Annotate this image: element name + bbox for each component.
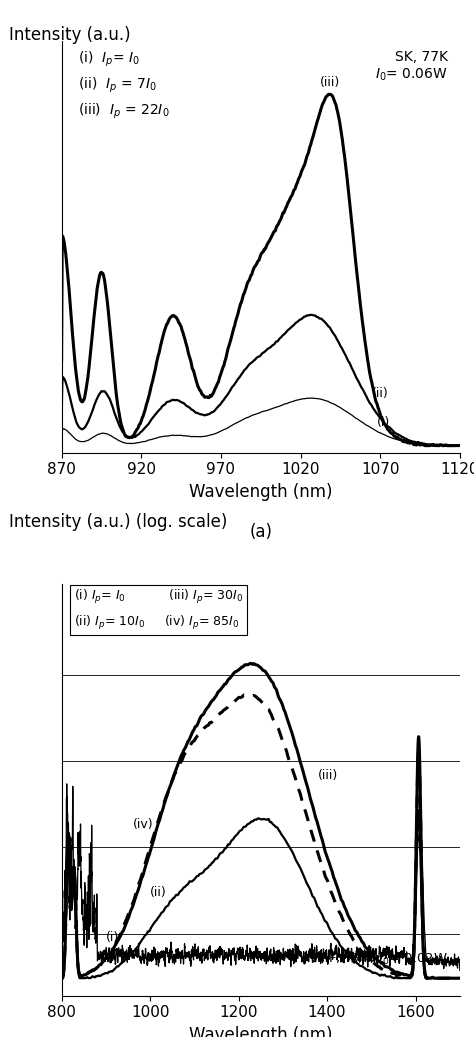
Text: IMF, 77K, $I_0$= 0.02W: IMF, 77K, $I_0$= 0.02W — [313, 952, 448, 966]
Text: (i): (i) — [106, 930, 119, 944]
Text: (i) $I_p$= $I_0$           (iii) $I_p$= 30$I_0$
(ii) $I_p$= 10$I_0$     (iv) $I_: (i) $I_p$= $I_0$ (iii) $I_p$= 30$I_0$ (i… — [73, 588, 243, 632]
Text: (i): (i) — [377, 416, 390, 429]
Text: SK, 77K
$I_0$= 0.06W: SK, 77K $I_0$= 0.06W — [375, 50, 448, 83]
Text: (iii): (iii) — [318, 769, 338, 782]
Text: (iii): (iii) — [319, 77, 340, 89]
Text: (i)  $I_p$= $I_0$
(ii)  $I_p$ = 7$I_0$
(iii)  $I_p$ = 22$I_0$: (i) $I_p$= $I_0$ (ii) $I_p$ = 7$I_0$ (ii… — [78, 50, 169, 120]
Text: (a): (a) — [249, 523, 272, 540]
Text: (ii): (ii) — [150, 886, 167, 899]
X-axis label: Wavelength (nm): Wavelength (nm) — [189, 1026, 332, 1037]
Text: (ii): (ii) — [372, 387, 389, 400]
Text: Intensity (a.u.): Intensity (a.u.) — [9, 26, 131, 44]
Text: (iv): (iv) — [132, 818, 153, 831]
X-axis label: Wavelength (nm): Wavelength (nm) — [189, 483, 332, 501]
Text: Intensity (a.u.) (log. scale): Intensity (a.u.) (log. scale) — [9, 513, 228, 531]
